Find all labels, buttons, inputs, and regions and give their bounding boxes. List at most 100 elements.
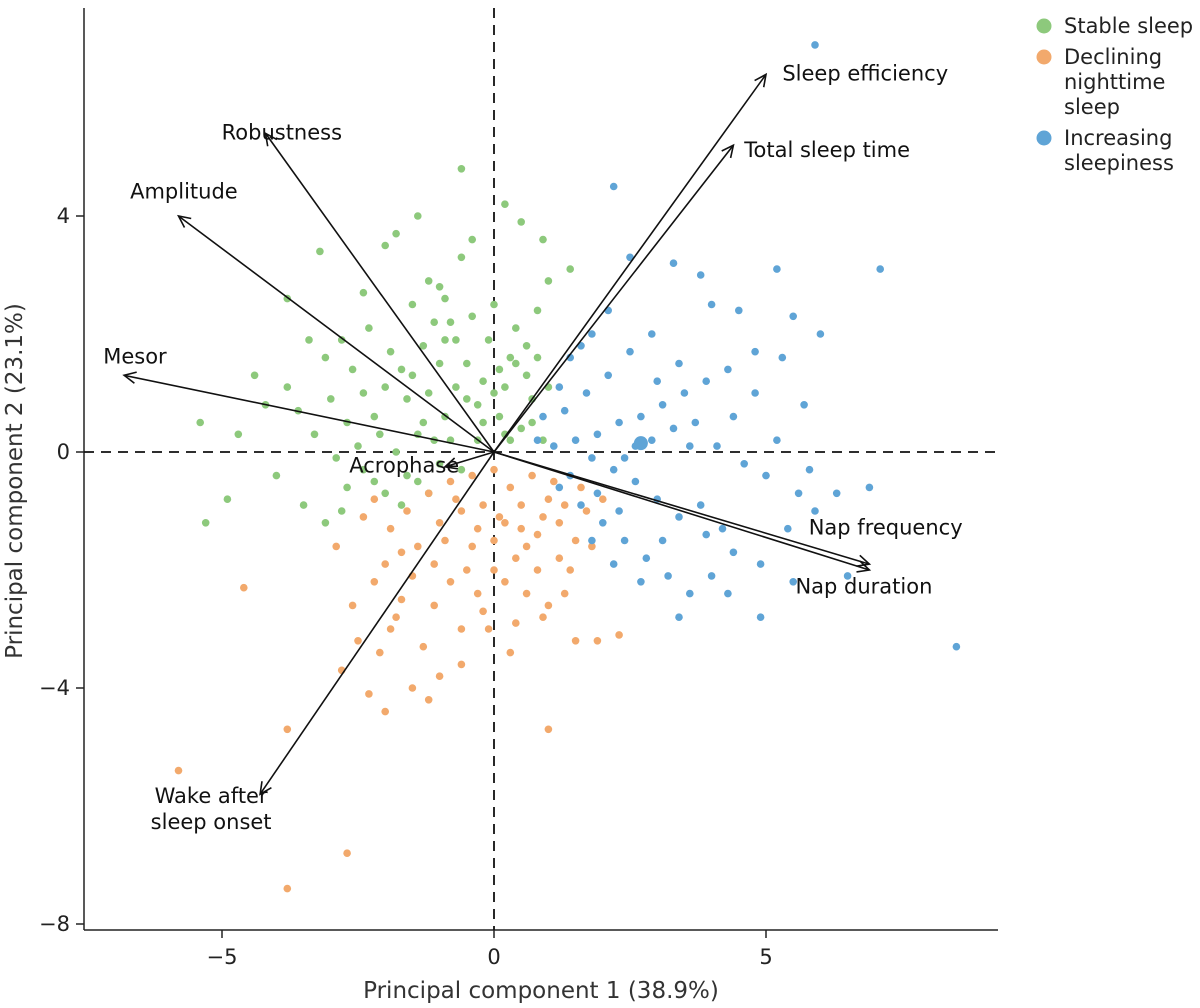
data-point-series-2 <box>435 519 444 527</box>
data-point-series-1 <box>430 318 439 327</box>
data-point-series-1 <box>517 218 525 226</box>
data-point-series-1 <box>327 395 335 403</box>
loading-arrow-nap-duration <box>493 451 870 571</box>
data-point-series-1 <box>419 418 428 427</box>
data-point-series-2 <box>457 625 466 633</box>
data-point-series-3 <box>555 383 564 391</box>
data-point-series-2 <box>386 524 395 533</box>
data-point-series-1 <box>332 454 341 462</box>
data-point-series-3 <box>604 371 612 380</box>
data-point-series-1 <box>424 277 433 285</box>
legend-swatch-1 <box>1036 18 1052 34</box>
data-point-series-1 <box>354 442 362 450</box>
data-point-series-1 <box>359 389 368 397</box>
data-point-series-1 <box>539 235 547 244</box>
data-point-series-2 <box>490 536 498 545</box>
data-point-series-2 <box>522 542 531 551</box>
data-point-series-2 <box>577 483 585 492</box>
data-point-series-3 <box>952 642 961 651</box>
data-point-series-1 <box>359 465 368 474</box>
data-point-series-3 <box>865 483 874 492</box>
data-point-series-2 <box>490 465 498 474</box>
data-point-series-1 <box>539 436 547 445</box>
data-point-series-1 <box>316 247 324 256</box>
data-point-series-2 <box>397 548 406 557</box>
x-axis-title: Principal component 1 (38.9%) <box>363 978 719 1004</box>
data-point-series-3 <box>653 377 661 386</box>
data-point-series-1 <box>321 519 330 527</box>
data-point-series-1 <box>533 353 542 362</box>
data-point-series-1 <box>490 300 498 309</box>
data-point-series-1 <box>490 389 498 397</box>
data-point-series-3 <box>686 589 694 598</box>
data-point-series-3 <box>724 589 732 598</box>
data-point-series-3 <box>789 312 797 321</box>
data-point-series-1 <box>479 377 487 386</box>
data-point-series-1 <box>501 200 509 208</box>
data-point-series-1 <box>457 465 466 474</box>
data-point-series-3 <box>609 560 618 568</box>
data-point-series-3 <box>718 524 727 533</box>
data-point-series-1 <box>463 395 471 403</box>
data-point-series-3 <box>648 330 656 338</box>
data-point-series-2 <box>386 625 395 633</box>
data-point-series-3 <box>615 418 623 427</box>
loading-label-mesor: Mesor <box>103 345 167 369</box>
data-point-series-1 <box>403 471 411 480</box>
data-point-series-2 <box>441 536 449 545</box>
loading-label-sleep-efficiency: Sleep efficiency <box>782 61 948 85</box>
loading-arrow-robustness <box>264 132 495 453</box>
data-point-series-3 <box>631 477 640 486</box>
data-point-series-2 <box>539 513 547 521</box>
data-point-series-3 <box>686 442 694 450</box>
data-point-series-1 <box>337 336 346 344</box>
loading-label-robustness: Robustness <box>222 120 342 144</box>
data-point-series-2 <box>582 507 591 515</box>
loading-arrow-mesor <box>123 374 495 453</box>
data-point-series-2 <box>560 589 569 598</box>
data-point-series-2 <box>435 672 444 680</box>
data-point-series-3 <box>637 578 645 586</box>
highlight-point <box>633 436 648 451</box>
data-point-series-1 <box>457 253 466 262</box>
data-point-series-1 <box>299 501 308 509</box>
data-point-series-1 <box>414 477 422 486</box>
data-point-series-3 <box>648 436 656 445</box>
data-point-series-1 <box>381 383 390 391</box>
data-point-series-3 <box>707 572 716 580</box>
data-point-series-1 <box>522 342 531 350</box>
data-point-series-1 <box>468 235 477 244</box>
data-point-series-2 <box>397 595 406 604</box>
data-point-series-1 <box>386 347 395 356</box>
legend-swatch-2 <box>1036 49 1052 65</box>
data-point-series-3 <box>735 306 743 315</box>
data-point-series-2 <box>392 613 400 621</box>
loading-label-acrophase: Acrophase <box>349 454 459 478</box>
data-point-series-3 <box>784 524 792 533</box>
data-point-series-2 <box>544 495 553 504</box>
data-point-series-3 <box>702 530 710 539</box>
loading-arrows: Robustness Amplitude Mesor Acrophase Sleep e… <box>103 61 962 834</box>
data-point-series-2 <box>457 507 466 515</box>
loading-arrow-total-sleep-time <box>493 144 734 453</box>
data-point-series-3 <box>588 330 596 338</box>
data-point-series-2 <box>354 637 362 645</box>
data-point-series-3 <box>669 259 678 268</box>
data-point-series-1 <box>403 395 411 403</box>
data-point-series-3 <box>642 554 651 562</box>
data-point-series-1 <box>359 288 368 297</box>
data-point-series-3 <box>876 265 884 273</box>
data-point-series-1 <box>424 389 433 397</box>
data-point-series-3 <box>675 513 683 521</box>
data-point-series-3 <box>805 465 814 474</box>
data-point-series-1 <box>512 359 520 368</box>
data-point-series-3 <box>658 536 667 545</box>
data-point-series-2 <box>501 519 509 527</box>
data-point-series-2 <box>381 560 390 568</box>
y-axis-title: Principal component 2 (23.1%) <box>2 303 28 659</box>
data-point-series-3 <box>669 424 678 433</box>
data-point-series-1 <box>566 265 574 273</box>
axis-ticks: −5 0 5 4 0 −4 −8 <box>39 204 773 969</box>
data-point-series-1 <box>397 365 406 374</box>
data-point-series-3 <box>620 536 629 545</box>
